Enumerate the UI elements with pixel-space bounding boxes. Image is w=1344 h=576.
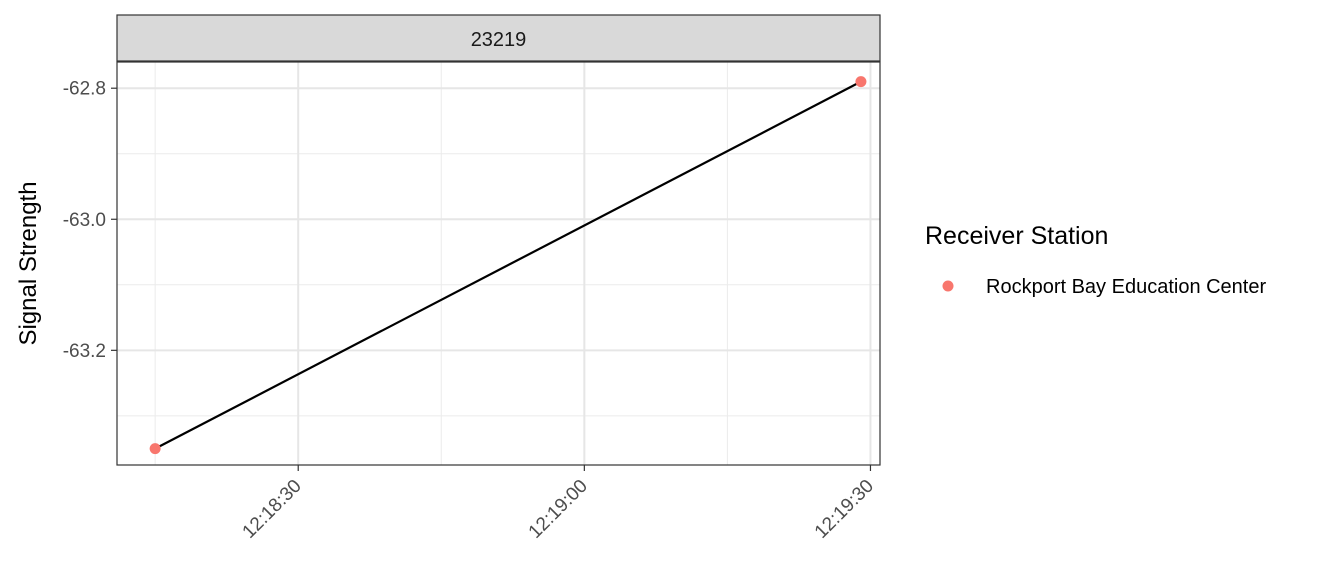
- y-tick-label: -63.0: [63, 210, 106, 231]
- y-axis: -62.8 -63.0 -63.2: [63, 79, 117, 362]
- major-gridlines: [117, 62, 880, 465]
- plot-panel: [117, 62, 880, 465]
- y-tick-label: -63.2: [63, 341, 106, 362]
- series-line: [154, 80, 862, 450]
- data-point: [855, 76, 867, 88]
- legend-title: Receiver Station: [925, 222, 1108, 250]
- minor-gridlines: [117, 62, 880, 465]
- legend-key-marker: [942, 280, 954, 292]
- legend-entry-label: Rockport Bay Education Center: [986, 276, 1266, 298]
- series-layer: [149, 76, 867, 455]
- plot-panel-border: [116, 61, 881, 466]
- legend: Receiver Station Rockport Bay Education …: [925, 222, 1266, 298]
- data-point: [149, 443, 161, 455]
- y-tick-label: -62.8: [63, 79, 106, 100]
- y-axis-title: Signal Strength: [15, 181, 42, 345]
- facet-strip: [116, 14, 881, 62]
- facet-strip-label: 23219: [471, 29, 527, 51]
